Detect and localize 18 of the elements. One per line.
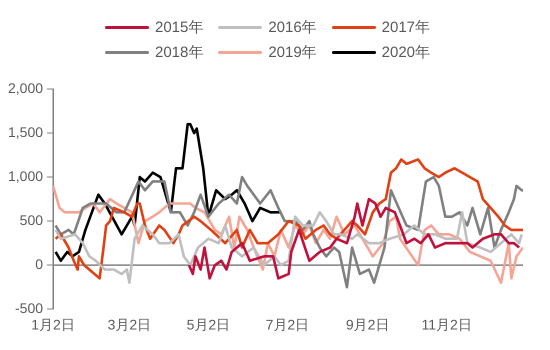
x-tick-label: 11月2日 [421,316,472,332]
y-tick-label: 2,000 [8,80,44,96]
legend-label: 2015年 [155,18,204,37]
y-tick-label: 1,000 [8,168,44,184]
x-tick-label: 9月2日 [346,316,390,332]
y-tick-label: 500 [20,212,44,228]
x-tick-label: 5月2日 [186,316,230,332]
y-tick-label: -500 [15,300,44,316]
legend-label: 2020年 [382,43,430,62]
y-tick-label: 1,500 [8,124,44,140]
legend-label: 2018年 [155,43,204,62]
y-tick-label: 0 [35,256,44,272]
legend-label: 2017年 [382,18,430,37]
legend-label: 2016年 [268,18,317,37]
x-tick-label: 3月2日 [108,316,152,332]
x-tick-label: 1月2日 [31,316,75,332]
x-tick-label: 7月2日 [266,316,310,332]
legend-label: 2019年 [268,43,317,62]
